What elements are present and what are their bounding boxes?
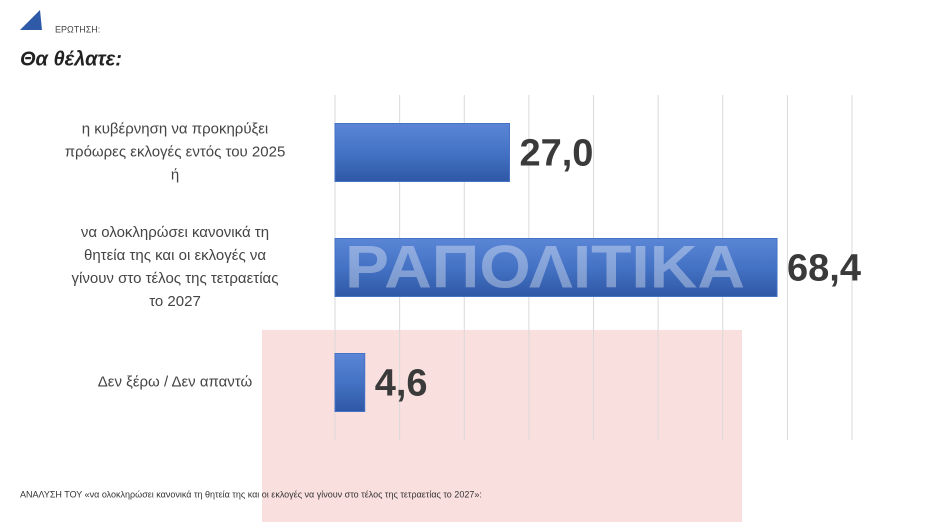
bar [334,123,510,182]
value-label: 27,0 [519,133,593,175]
logo-icon [20,10,42,30]
value-label: 68,4 [787,248,861,290]
footnote: ΑΝΑΛΥΣΗ ΤΟΥ «να ολοκληρώσει κανονικά τη … [20,489,482,499]
y-tick-label: Δεν ξέρω / Δεν απαντώ [98,373,253,390]
bar [334,238,778,297]
value-label: 4,6 [375,363,428,405]
y-tick-label: να ολοκληρώσει κανονικά τη θητεία της και… [72,224,279,310]
question-label: ΕΡΩΤΗΣΗ: [55,24,100,34]
watermark: ΡΑΠΟΛΙΤΙΚΑ [345,233,745,300]
y-tick-label: η κυβέρνηση να προκηρύξει πρόωρες εκλογές… [65,120,286,183]
bar [334,353,366,412]
chart-title: Θα θέλατε: [20,48,122,70]
